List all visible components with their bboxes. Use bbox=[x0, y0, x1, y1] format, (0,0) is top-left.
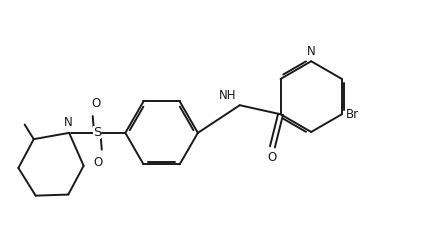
Text: N: N bbox=[64, 116, 73, 129]
Text: NH: NH bbox=[219, 89, 237, 102]
Text: O: O bbox=[267, 151, 276, 165]
Text: S: S bbox=[93, 126, 102, 139]
Text: O: O bbox=[92, 97, 101, 110]
Text: N: N bbox=[307, 45, 315, 58]
Text: Br: Br bbox=[346, 108, 359, 121]
Text: O: O bbox=[93, 156, 103, 169]
